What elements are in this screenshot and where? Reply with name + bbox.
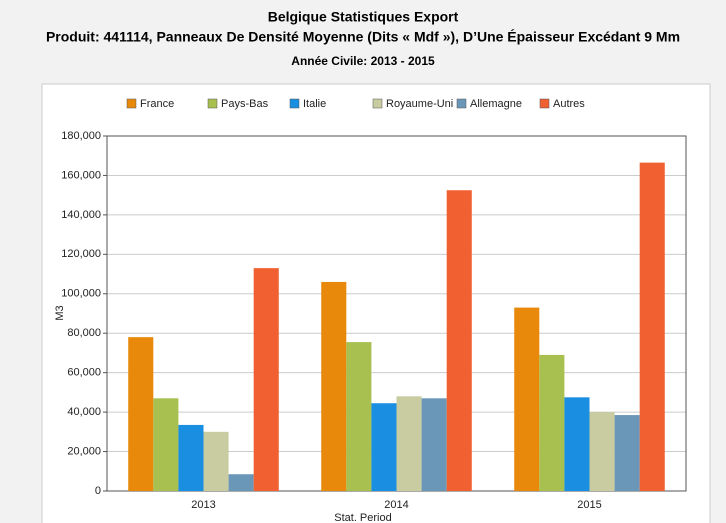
chart-period: Année Civile: 2013 - 2015	[291, 54, 435, 68]
bar	[589, 412, 615, 491]
y-tick-label: 40,000	[67, 406, 101, 418]
y-axis-label: M3	[54, 305, 66, 320]
bar	[128, 337, 154, 491]
bar	[614, 415, 640, 491]
y-tick-label: 20,000	[67, 445, 101, 457]
legend-label: Royaume-Uni	[386, 98, 453, 110]
bar	[153, 398, 179, 491]
bar	[639, 162, 665, 491]
legend-label: Pays-Bas	[221, 98, 269, 110]
bar	[446, 190, 472, 491]
bar	[203, 431, 229, 491]
legend-label: Italie	[303, 98, 326, 110]
legend-label: Allemagne	[470, 98, 522, 110]
legend-label: Autres	[553, 98, 585, 110]
bar	[228, 474, 254, 491]
legend-swatch	[456, 98, 467, 109]
y-tick-label: 80,000	[67, 327, 101, 339]
legend-swatch	[126, 98, 137, 109]
y-tick-label: 120,000	[61, 248, 101, 260]
y-tick-label: 100,000	[61, 288, 101, 300]
bar	[421, 398, 447, 491]
bar	[564, 397, 590, 491]
y-tick-label: 60,000	[67, 367, 101, 379]
y-tick-label: 180,000	[61, 130, 101, 142]
chart-subtitle: Produit: 441114, Panneaux De Densité Moy…	[46, 29, 680, 45]
bar	[346, 342, 372, 491]
bar	[539, 354, 565, 491]
legend-label: France	[140, 98, 174, 110]
bar	[321, 281, 347, 491]
bar	[514, 307, 540, 491]
y-tick-label: 160,000	[61, 169, 101, 181]
bar	[371, 403, 397, 491]
y-tick-label: 0	[95, 485, 101, 497]
bar	[253, 268, 279, 491]
x-tick-label: 2015	[577, 499, 601, 511]
y-tick-label: 140,000	[61, 209, 101, 221]
x-axis-label: Stat. Period	[334, 512, 391, 523]
bar	[178, 424, 204, 491]
bar	[396, 396, 422, 491]
legend-swatch	[289, 98, 300, 109]
chart-title: Belgique Statistiques Export	[268, 9, 459, 25]
legend-swatch	[207, 98, 218, 109]
x-tick-label: 2014	[384, 499, 408, 511]
legend-swatch	[372, 98, 383, 109]
x-tick-label: 2013	[191, 499, 215, 511]
legend-swatch	[539, 98, 550, 109]
